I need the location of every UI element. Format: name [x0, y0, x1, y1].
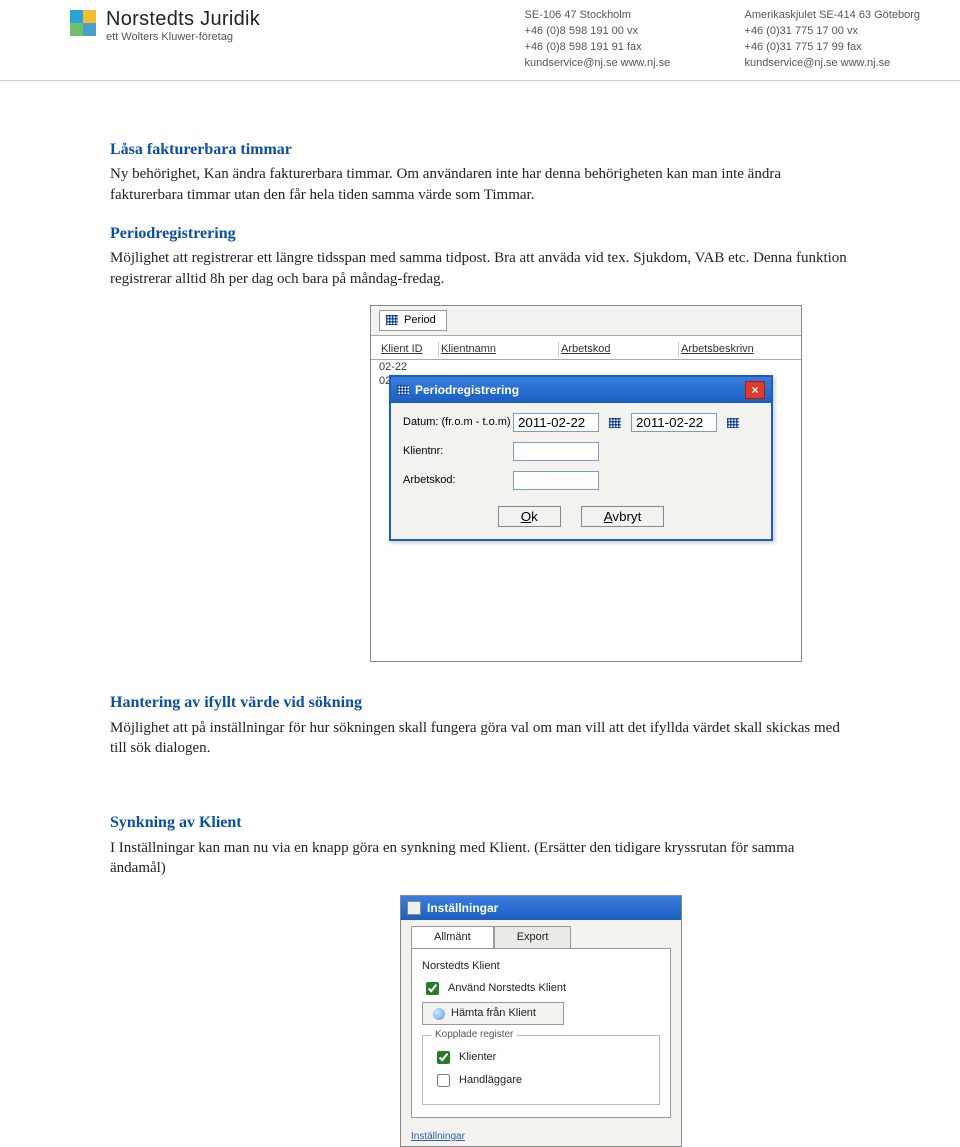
field-label: Arbetskod:	[403, 473, 513, 488]
date-to-input[interactable]	[631, 413, 717, 432]
section-text: Möjlighet att registrerar ett längre tid…	[110, 248, 850, 289]
section-text: Möjlighet att på inställningar för hur s…	[110, 718, 850, 759]
hamta-button[interactable]: Hämta från Klient	[422, 1002, 564, 1025]
footer-link[interactable]: Inställningar	[401, 1128, 681, 1146]
cancel-button[interactable]: Avbryt	[581, 506, 665, 527]
col-header: Klient ID	[379, 342, 439, 357]
date-from-input[interactable]	[513, 413, 599, 432]
section-heading: Synkning av Klient	[110, 812, 850, 834]
tab-export[interactable]: Export	[494, 926, 572, 948]
dialog-title: Inställningar	[427, 900, 498, 916]
addr-line: +46 (0)8 598 191 00 vx	[525, 24, 685, 40]
addr-line: +46 (0)31 775 17 99 fax	[745, 40, 920, 56]
arbetskod-input[interactable]	[513, 471, 599, 490]
addr-line: SE-106 47 Stockholm	[525, 8, 685, 24]
section-heading: Låsa fakturerbara timmar	[110, 139, 850, 161]
calendar-icon[interactable]	[727, 418, 739, 428]
brand-name: Norstedts Juridik	[106, 8, 260, 31]
address-col-1: SE-106 47 Stockholm +46 (0)8 598 191 00 …	[525, 8, 685, 72]
section-heading: Hantering av ifyllt värde vid sökning	[110, 692, 850, 714]
addr-line: +46 (0)8 598 191 91 fax	[525, 40, 685, 56]
button-label: Period	[404, 313, 436, 328]
calendar-icon	[397, 385, 409, 395]
klientnr-input[interactable]	[513, 442, 599, 461]
addr-line: kundservice@nj.se www.nj.se	[745, 56, 920, 72]
cell: 02-22	[379, 360, 407, 375]
section-text: Ny behörighet, Kan ändra fakturerbara ti…	[110, 164, 850, 205]
col-header: Arbetskod	[559, 342, 679, 357]
screenshot-installningar: Inställningar Allmänt Export Norstedts K…	[400, 895, 682, 1147]
ok-button[interactable]: OOkk	[498, 506, 561, 527]
panel-title: Norstedts Klient	[422, 959, 660, 974]
field-label: Datum: (fr.o.m - t.o.m)	[403, 415, 513, 430]
logo-icon	[70, 10, 96, 36]
settings-icon	[407, 901, 421, 915]
section-heading: Periodregistrering	[110, 223, 850, 245]
dialog-title: Periodregistrering	[415, 382, 519, 398]
tab-allmant[interactable]: Allmänt	[411, 926, 494, 948]
brand-tagline: ett Wolters Kluwer-företag	[106, 31, 260, 43]
col-header: Arbetsbeskrivn	[679, 342, 799, 357]
field-label: Klientnr:	[403, 444, 513, 459]
period-button[interactable]: Period	[379, 310, 447, 331]
section-text: I Inställningar kan man nu via en knapp …	[110, 838, 850, 879]
dialog-periodregistrering: Periodregistrering × Datum: (fr.o.m - t.…	[389, 375, 773, 541]
address-col-2: Amerikaskjulet SE-414 63 Göteborg +46 (0…	[745, 8, 920, 72]
globe-icon	[433, 1008, 445, 1020]
klienter-checkbox[interactable]	[437, 1051, 450, 1064]
group-title: Kopplade register	[431, 1028, 517, 1042]
calendar-icon	[386, 315, 398, 325]
addr-line: +46 (0)31 775 17 00 vx	[745, 24, 920, 40]
checkbox-label: Handläggare	[459, 1073, 522, 1088]
button-label: Hämta från Klient	[451, 1006, 536, 1021]
logo-block: Norstedts Juridik ett Wolters Kluwer-för…	[70, 8, 465, 43]
calendar-icon[interactable]	[609, 418, 621, 428]
handlaggare-checkbox[interactable]	[437, 1074, 450, 1087]
addr-line: Amerikaskjulet SE-414 63 Göteborg	[745, 8, 920, 24]
col-header: Klientnamn	[439, 342, 559, 357]
screenshot-periodregistrering: Period Klient ID Klientnamn Arbetskod Ar…	[370, 305, 802, 662]
checkbox-label: Använd Norstedts Klient	[448, 981, 566, 996]
close-icon[interactable]: ×	[745, 381, 765, 399]
page-header: Norstedts Juridik ett Wolters Kluwer-för…	[0, 0, 960, 81]
use-klient-checkbox[interactable]	[426, 982, 439, 995]
checkbox-label: Klienter	[459, 1050, 496, 1065]
addr-line: kundservice@nj.se www.nj.se	[525, 56, 685, 72]
document-body: Låsa fakturerbara timmar Ny behörighet, …	[0, 81, 960, 1147]
